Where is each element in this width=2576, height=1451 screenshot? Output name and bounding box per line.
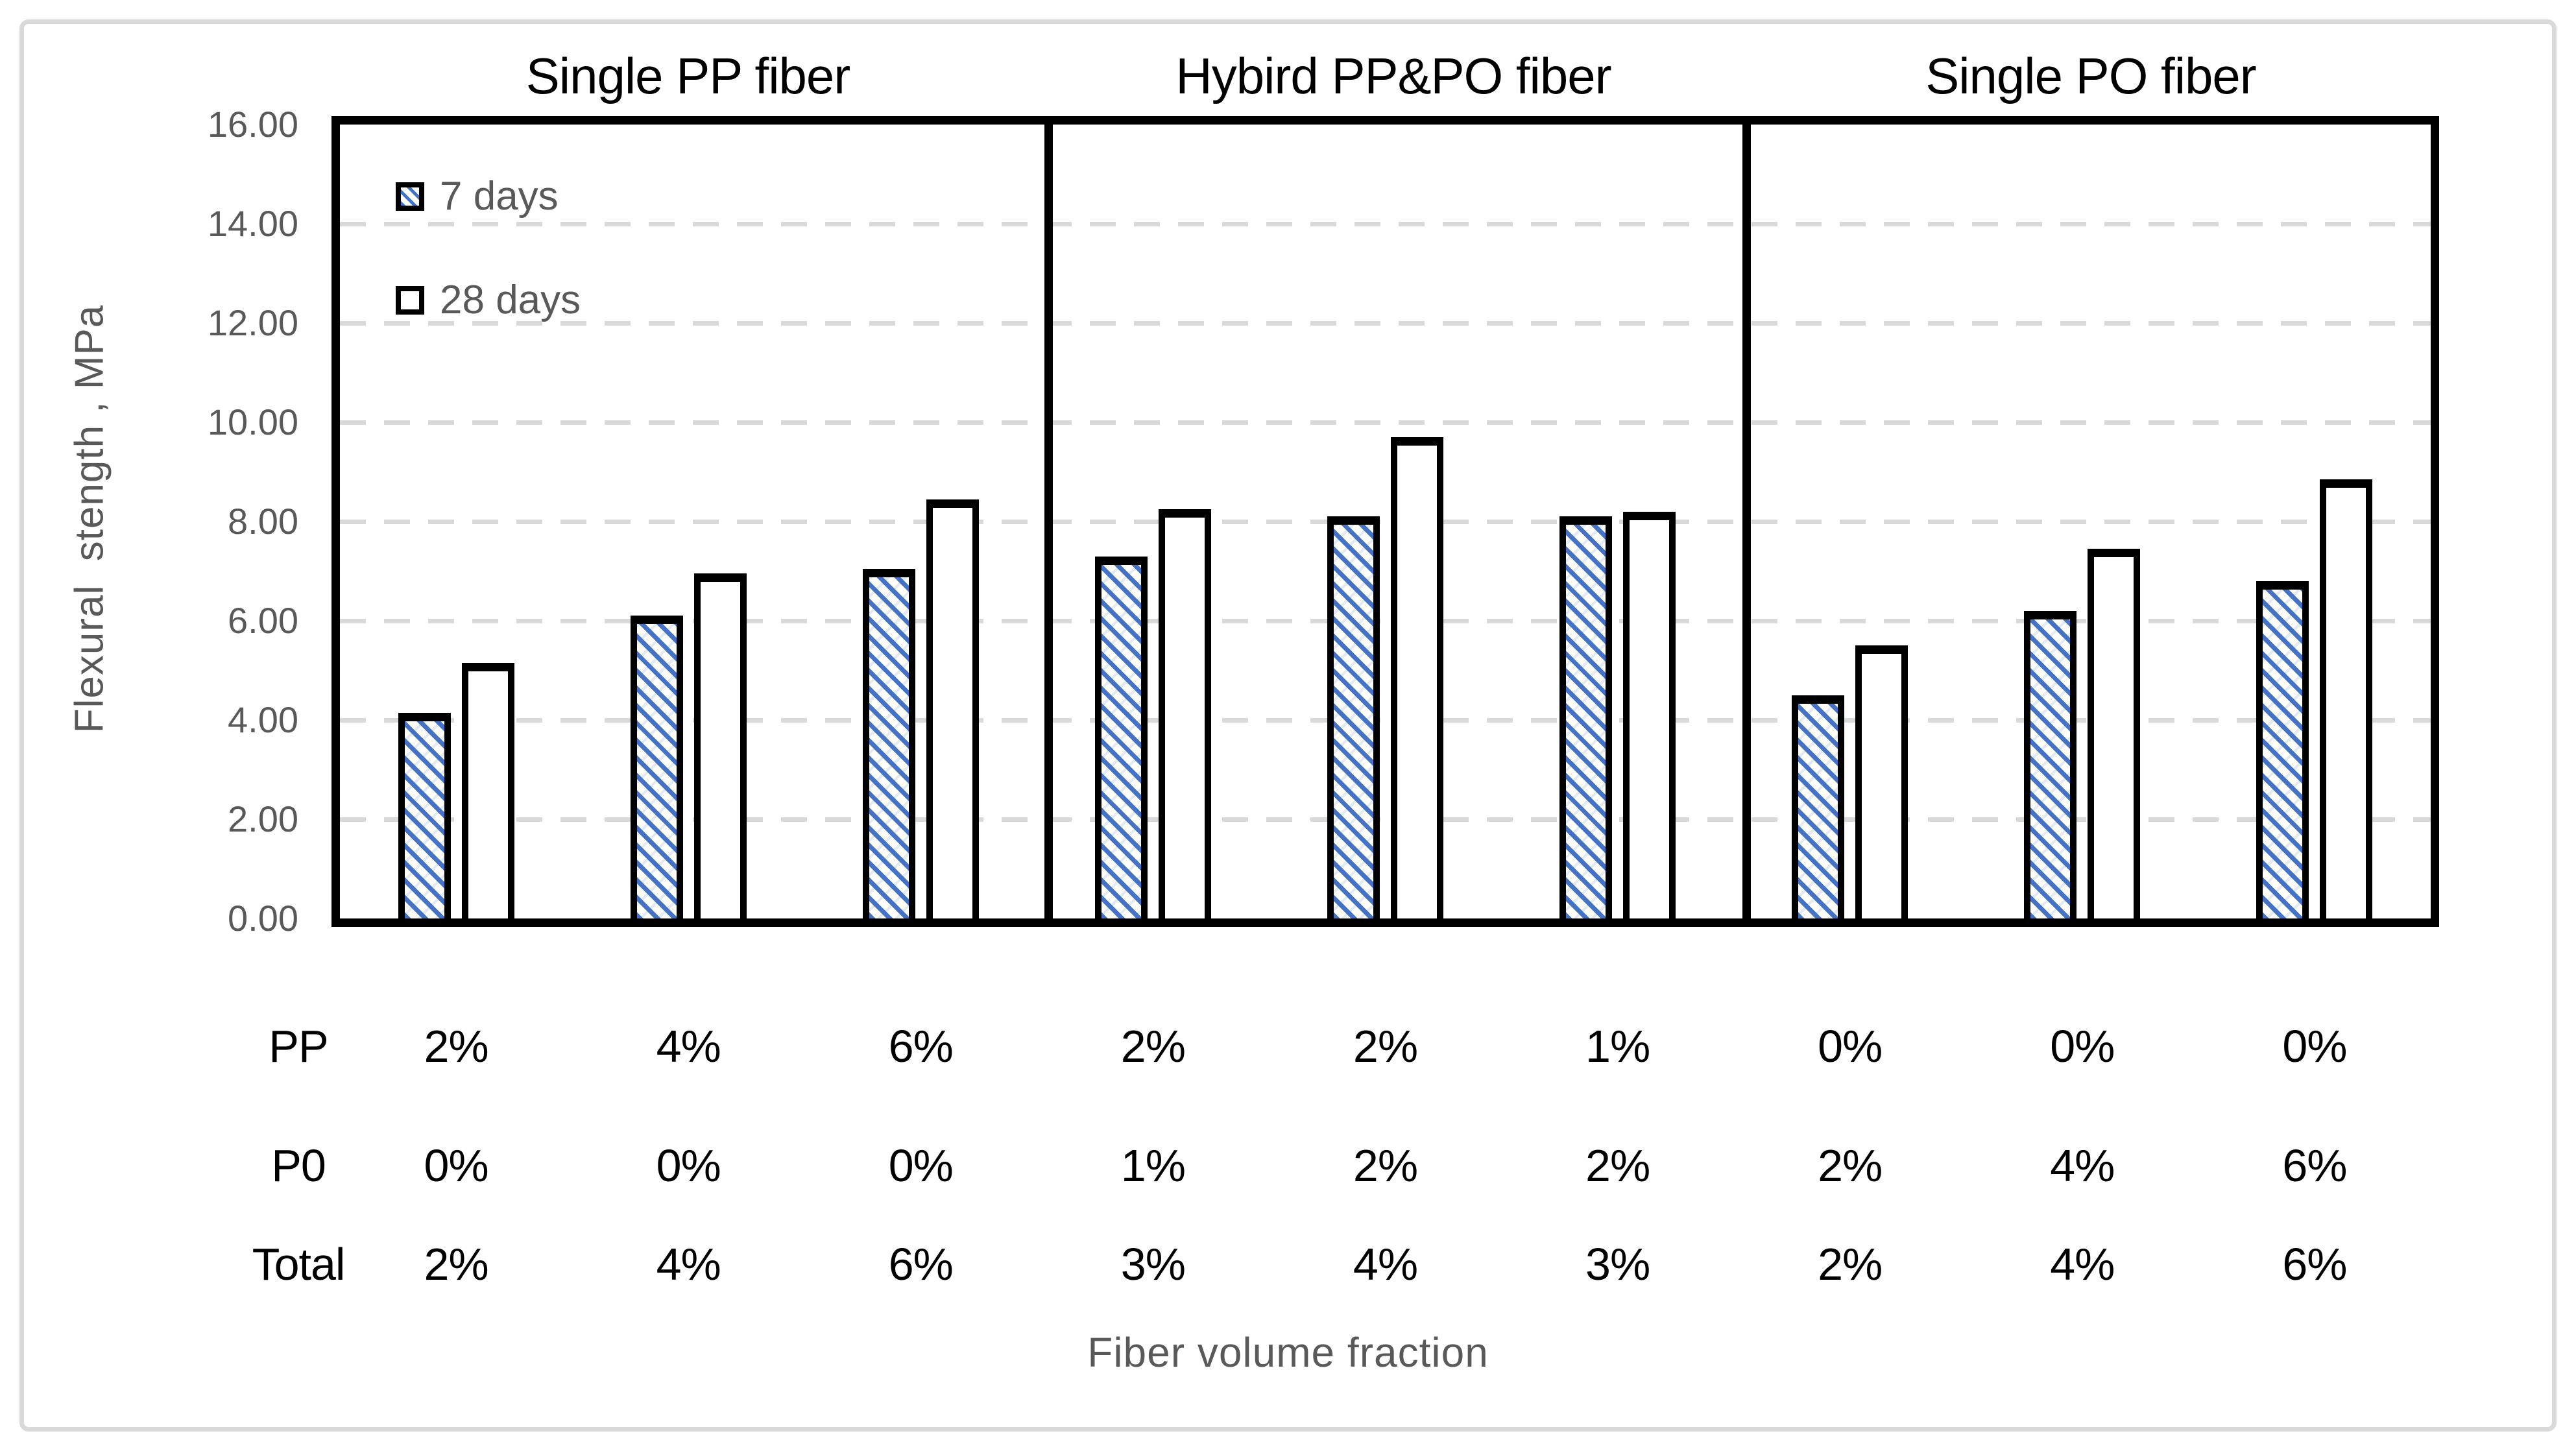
table-cell-p0-6: 2% <box>1585 1140 1650 1191</box>
table-cell-p0-3: 0% <box>888 1140 954 1191</box>
table-cell-total-2: 4% <box>656 1239 721 1289</box>
bar-group-4 <box>1037 509 1269 918</box>
table-cell-p0-5: 2% <box>1353 1140 1418 1191</box>
y-tick-label-8.00: 8.00 <box>228 501 298 542</box>
table-row-values-total: 2% 4% 6% 3% 4% 3% 2% 4% 6% <box>340 1236 2431 1292</box>
table-cell-total-9: 6% <box>2282 1239 2347 1289</box>
gridline-4 <box>340 718 2431 723</box>
gridline-12 <box>340 321 2431 326</box>
y-tick-label-0.00: 0.00 <box>228 898 298 939</box>
bar-28days-group-2 <box>693 573 747 918</box>
legend: 7 days 28 days <box>396 176 581 384</box>
bar-group-5 <box>1269 437 1501 918</box>
table-row-values-pp: 2% 4% 6% 2% 2% 1% 0% 0% 0% <box>340 1018 2431 1074</box>
table-cell-pp-6: 1% <box>1585 1021 1650 1072</box>
table-cell-pp-2: 4% <box>656 1021 721 1072</box>
y-tick-label-16.00: 16.00 <box>207 104 298 145</box>
bar-group-6 <box>1502 511 1734 918</box>
panel-title-hybrid: Hybird PP&PO fiber <box>1175 47 1611 104</box>
bar-7days-group-5 <box>1327 516 1380 918</box>
legend-item-28days: 28 days <box>396 280 581 320</box>
bar-7days-group-7 <box>1792 695 1845 918</box>
figure-border <box>19 19 2557 1432</box>
plot-area: 7 days 28 days <box>331 116 2439 927</box>
table-cell-pp-1: 2% <box>424 1021 488 1072</box>
table-cell-p0-9: 6% <box>2282 1140 2347 1191</box>
bar-7days-group-9 <box>2256 581 2309 918</box>
table-cell-pp-7: 0% <box>1818 1021 1883 1072</box>
legend-item-7days: 7 days <box>396 176 581 217</box>
bar-28days-group-1 <box>461 663 514 918</box>
table-cell-p0-1: 0% <box>424 1140 488 1191</box>
table-row-label-total: Total <box>252 1239 346 1289</box>
table-cell-total-1: 2% <box>424 1239 488 1289</box>
table-cell-total-8: 4% <box>2050 1239 2115 1289</box>
legend-label-28days: 28 days <box>440 278 581 322</box>
table-cell-p0-8: 4% <box>2050 1140 2115 1191</box>
bar-7days-group-8 <box>2024 610 2077 918</box>
bar-28days-group-8 <box>2088 549 2141 918</box>
y-axis-title: Flexural stength , MPa <box>67 304 112 734</box>
bar-group-7 <box>1734 645 1966 918</box>
table-cell-p0-2: 0% <box>656 1140 721 1191</box>
x-axis-title: Fiber volume fraction <box>1087 1329 1489 1376</box>
table-cell-pp-4: 2% <box>1120 1021 1186 1072</box>
y-tick-label-6.00: 6.00 <box>228 600 298 641</box>
bar-7days-group-6 <box>1559 516 1613 918</box>
legend-swatch-28days-icon <box>396 286 424 315</box>
bar-group-9 <box>2198 479 2431 918</box>
table-cell-pp-9: 0% <box>2282 1021 2347 1072</box>
bar-28days-group-6 <box>1623 511 1676 918</box>
table-row-values-po: 0% 0% 0% 1% 2% 2% 2% 4% 6% <box>340 1138 2431 1193</box>
bar-group-1 <box>340 663 572 918</box>
table-row-label-po: P0 <box>271 1140 326 1191</box>
bar-group-3 <box>804 499 1037 918</box>
table-cell-total-4: 3% <box>1120 1239 1186 1289</box>
bar-7days-group-3 <box>862 568 915 918</box>
table-cell-total-6: 3% <box>1585 1239 1650 1289</box>
y-tick-label-10.00: 10.00 <box>207 402 298 442</box>
gridline-6 <box>340 619 2431 623</box>
table-row-total: Total 2% 4% 6% 3% 4% 3% 2% 4% 6% <box>0 1236 2576 1292</box>
table-cell-pp-8: 0% <box>2050 1021 2115 1072</box>
bar-7days-group-2 <box>630 616 683 918</box>
y-tick-label-4.00: 4.00 <box>228 699 298 740</box>
table-cell-p0-7: 2% <box>1818 1140 1883 1191</box>
bar-7days-group-4 <box>1094 556 1148 918</box>
table-cell-pp-5: 2% <box>1353 1021 1418 1072</box>
y-tick-label-2.00: 2.00 <box>228 798 298 839</box>
panel-divider-1 <box>1044 116 1053 927</box>
table-cell-p0-4: 1% <box>1120 1140 1186 1191</box>
bar-28days-group-7 <box>1855 645 1908 918</box>
bar-group-2 <box>572 573 804 918</box>
gridline-14 <box>340 222 2431 226</box>
bar-7days-group-1 <box>398 712 451 918</box>
table-row-pp: PP 2% 4% 6% 2% 2% 1% 0% 0% 0% <box>0 1018 2576 1074</box>
bar-28days-group-5 <box>1390 437 1443 918</box>
bar-28days-group-3 <box>926 499 979 918</box>
panel-title-single-po: Single PO fiber <box>1925 47 2257 104</box>
gridline-2 <box>340 817 2431 822</box>
table-cell-total-5: 4% <box>1353 1239 1418 1289</box>
bar-28days-group-9 <box>2320 479 2373 918</box>
table-row-po: P0 0% 0% 0% 1% 2% 2% 2% 4% 6% <box>0 1138 2576 1193</box>
legend-swatch-7days-icon <box>396 182 424 211</box>
bars-container <box>340 125 2431 918</box>
gridline-10 <box>340 420 2431 425</box>
panel-title-single-pp: Single PP fiber <box>525 47 851 104</box>
y-tick-label-14.00: 14.00 <box>207 203 298 244</box>
gridline-8 <box>340 520 2431 524</box>
y-tick-label-12.00: 12.00 <box>207 302 298 343</box>
table-cell-pp-3: 6% <box>888 1021 954 1072</box>
table-cell-total-3: 6% <box>888 1239 954 1289</box>
legend-label-7days: 7 days <box>440 174 559 219</box>
bar-group-8 <box>1966 549 2198 918</box>
table-cell-total-7: 2% <box>1818 1239 1883 1289</box>
table-row-label-pp: PP <box>269 1021 328 1072</box>
bar-28days-group-4 <box>1158 509 1211 918</box>
panel-divider-2 <box>1742 116 1751 927</box>
